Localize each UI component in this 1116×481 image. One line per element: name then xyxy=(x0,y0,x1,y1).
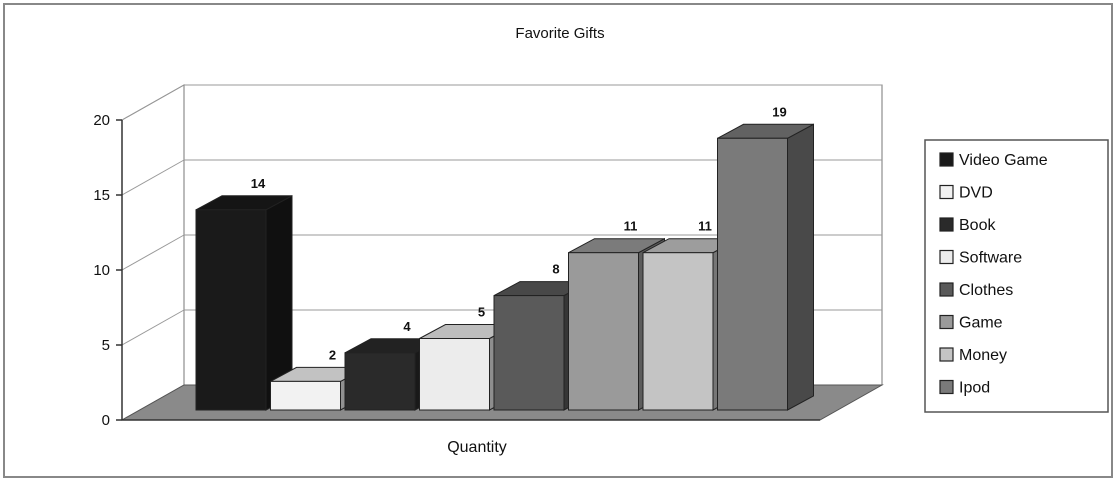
legend-label: Video Game xyxy=(959,152,1048,169)
legend-label: Ipod xyxy=(959,380,990,397)
legend-label: Software xyxy=(959,250,1022,267)
bar-front xyxy=(642,252,714,411)
data-label: 14 xyxy=(251,176,266,191)
bar-front xyxy=(717,137,788,411)
chart-title: Favorite Gifts xyxy=(515,25,604,42)
legend-label: Game xyxy=(959,315,1003,332)
data-label: 11 xyxy=(624,219,638,234)
bars xyxy=(195,123,814,411)
y-tick-labels: 0 5 10 15 20 xyxy=(93,112,122,429)
bar-front xyxy=(344,352,416,411)
bar-video-game xyxy=(195,194,293,411)
legend-label: Money xyxy=(959,347,1007,364)
y-tick-label: 10 xyxy=(93,262,110,279)
legend: Video Game DVD Book Software Clothes Game Mone… xyxy=(924,139,1109,413)
legend-label: DVD xyxy=(959,185,993,202)
legend-swatch xyxy=(939,379,954,395)
bar-front xyxy=(493,295,565,411)
legend-swatch xyxy=(939,314,954,330)
bar-front xyxy=(270,380,341,411)
y-tick-label: 15 xyxy=(93,187,110,204)
x-axis-label: Quantity xyxy=(447,439,507,456)
bar-ipod xyxy=(717,123,814,411)
legend-label: Book xyxy=(959,217,996,234)
legend-swatch xyxy=(939,347,954,362)
gridline-side xyxy=(121,309,185,346)
bar-front xyxy=(195,209,267,411)
bar-front xyxy=(568,252,639,411)
legend-swatch xyxy=(939,184,954,200)
bar-side xyxy=(787,123,814,411)
legend-swatch xyxy=(939,217,954,232)
chart-border xyxy=(3,3,1113,478)
data-labels: 14 2 4 5 8 11 11 19 xyxy=(251,104,787,362)
legend-label: Clothes xyxy=(959,282,1013,299)
gridline-side xyxy=(121,84,185,121)
y-tick-label: 5 xyxy=(102,337,110,354)
gridline-side xyxy=(121,159,185,196)
legend-swatch xyxy=(939,152,954,167)
gridline-side xyxy=(121,234,185,271)
y-tick-label: 0 xyxy=(102,412,110,429)
data-label: 11 xyxy=(698,219,712,234)
data-label: 2 xyxy=(329,347,336,362)
legend-swatch xyxy=(939,282,954,297)
bar-front xyxy=(419,338,490,411)
y-tick-label: 20 xyxy=(93,112,110,129)
data-label: 5 xyxy=(478,305,485,320)
data-label: 4 xyxy=(403,319,411,334)
data-label: 19 xyxy=(772,104,786,119)
legend-swatch xyxy=(939,249,954,265)
legend-box xyxy=(924,139,1109,413)
data-label: 8 xyxy=(552,262,559,277)
